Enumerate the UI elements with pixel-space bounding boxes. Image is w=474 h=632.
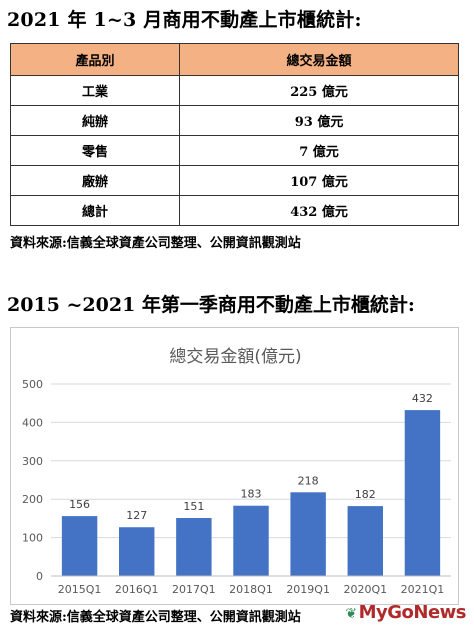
row-amount: 107 億元 (179, 165, 459, 196)
row-category: 純辦 (9, 105, 181, 136)
data-label: 218 (298, 474, 319, 487)
x-tick-label: 2017Q1 (172, 583, 216, 596)
row-amount: 225 億元 (179, 75, 459, 106)
row-category: 工業 (9, 75, 181, 106)
table-row: 總計 432 億元 (9, 195, 459, 226)
data-label: 127 (126, 509, 147, 522)
chart-section-title: 2015 ~2021 年第一季商用不動產上市櫃統計: (7, 294, 415, 316)
chart-title: 總交易金額(億元) (169, 347, 302, 367)
header-category: 產品別 (9, 43, 181, 76)
y-tick-label: 500 (22, 378, 43, 391)
table-section-title: 2021 年 1~3 月商用不動產上市櫃統計: (7, 9, 362, 31)
table-header-row: 產品別 總交易金額 (9, 43, 459, 76)
table-row: 純辦 93 億元 (9, 105, 459, 136)
bar (119, 527, 155, 576)
bar (404, 410, 441, 576)
table-row: 廠辦 107 億元 (9, 165, 459, 196)
row-amount: 7 億元 (179, 135, 459, 166)
data-label: 151 (183, 500, 204, 513)
bar (176, 518, 212, 576)
table-source-note: 資料來源:信義全球資產公司整理、公開資訊觀測站 (10, 236, 301, 251)
data-label: 156 (69, 498, 90, 511)
x-tick-label: 2019Q1 (286, 583, 330, 596)
row-category: 廠辦 (9, 165, 181, 196)
bar (347, 506, 383, 576)
data-label: 432 (412, 392, 433, 405)
row-category: 總計 (9, 195, 181, 226)
data-label: 182 (355, 488, 376, 501)
chart-source-note: 資料來源:信義全球資產公司整理、公開資訊觀測站 (10, 610, 301, 625)
data-label: 183 (241, 488, 262, 501)
leaf-icon: ❦ (345, 606, 357, 622)
x-tick-label: 2018Q1 (229, 583, 273, 596)
y-tick-label: 300 (22, 455, 43, 468)
table-row: 工業 225 億元 (9, 75, 459, 106)
logo-text: MyGoNews (358, 602, 467, 623)
row-amount: 93 億元 (179, 105, 459, 136)
x-tick-label: 2016Q1 (115, 583, 159, 596)
y-tick-label: 100 (22, 532, 43, 545)
bar (61, 516, 98, 576)
y-tick-label: 0 (36, 570, 43, 583)
bar (290, 492, 326, 576)
chart-frame: 總交易金額(億元) 0 100 200 300 400 500 156 2015Q1 127 20… (10, 327, 459, 605)
y-tick-label: 200 (22, 493, 43, 506)
x-tick-label: 2015Q1 (58, 583, 102, 596)
mygonews-logo: ❦ MyGoNews (345, 602, 466, 623)
x-tick-label: 2021Q1 (401, 583, 445, 596)
row-amount: 432 億元 (179, 195, 459, 226)
y-tick-label: 400 (22, 416, 43, 429)
header-amount: 總交易金額 (179, 43, 459, 76)
x-tick-label: 2020Q1 (343, 583, 387, 596)
bar (233, 505, 269, 576)
table-row: 零售 7 億元 (9, 135, 459, 166)
bar-chart: 0 100 200 300 400 500 156 2015Q1 127 2016Q1 151 201… (22, 378, 451, 596)
stats-table: 產品別 總交易金額 工業 225 億元 純辦 93 億元 零售 7 億元 廠辦 … (9, 43, 459, 226)
row-category: 零售 (9, 135, 181, 166)
